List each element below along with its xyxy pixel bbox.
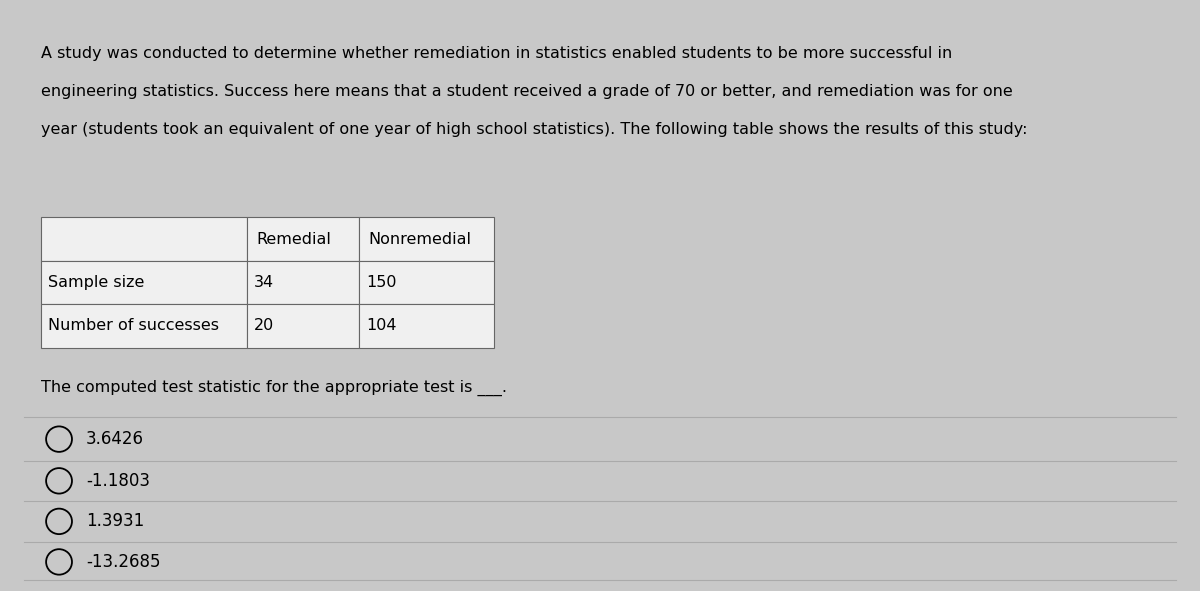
Bar	[359, 304, 494, 348]
Text: -1.1803: -1.1803	[86, 472, 150, 490]
Text: 34: 34	[254, 275, 275, 290]
Text: 1.3931: 1.3931	[86, 512, 144, 530]
Bar	[359, 217, 494, 261]
Text: Remedial: Remedial	[257, 232, 331, 246]
Text: 150: 150	[366, 275, 396, 290]
Text: 104: 104	[366, 319, 396, 333]
Text: year (students took an equivalent of one year of high school statistics). The fo: year (students took an equivalent of one…	[42, 122, 1028, 137]
Text: 3.6426: 3.6426	[86, 430, 144, 448]
Bar	[247, 261, 359, 304]
Text: Nonremedial: Nonremedial	[368, 232, 472, 246]
Text: -13.2685: -13.2685	[86, 553, 161, 571]
Bar	[247, 304, 359, 348]
Text: 20: 20	[254, 319, 275, 333]
Bar	[247, 217, 359, 261]
Text: Sample size: Sample size	[48, 275, 145, 290]
Bar	[42, 304, 247, 348]
Bar	[42, 261, 247, 304]
Text: A study was conducted to determine whether remediation in statistics enabled stu: A study was conducted to determine wheth…	[42, 47, 953, 61]
Bar	[359, 261, 494, 304]
Bar	[42, 217, 247, 261]
Text: engineering statistics. Success here means that a student received a grade of 70: engineering statistics. Success here mea…	[42, 84, 1013, 99]
Text: The computed test statistic for the appropriate test is ___.: The computed test statistic for the appr…	[42, 379, 508, 396]
Text: Number of successes: Number of successes	[48, 319, 220, 333]
